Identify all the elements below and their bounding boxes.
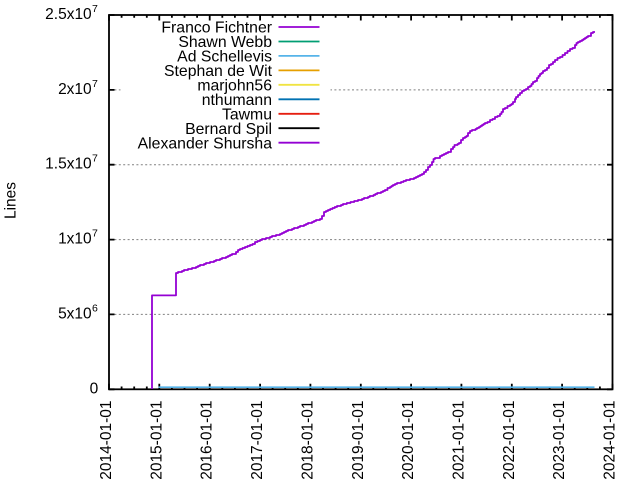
- svg-text:1x10: 1x10: [58, 231, 92, 248]
- svg-text:Stephan de Wit: Stephan de Wit: [164, 63, 273, 80]
- svg-text:2x10: 2x10: [58, 81, 92, 98]
- svg-text:2021-01-01: 2021-01-01: [450, 401, 467, 480]
- svg-text:2017-01-01: 2017-01-01: [249, 401, 266, 480]
- svg-text:2019-01-01: 2019-01-01: [350, 401, 367, 480]
- svg-text:Shawn Webb: Shawn Webb: [178, 34, 272, 51]
- svg-text:Tawmu: Tawmu: [222, 106, 272, 123]
- svg-text:2014-01-01: 2014-01-01: [98, 401, 115, 480]
- svg-text:2016-01-01: 2016-01-01: [199, 401, 216, 480]
- svg-text:Alexander Shursha: Alexander Shursha: [138, 135, 273, 152]
- svg-text:Franco Fichtner: Franco Fichtner: [161, 20, 272, 37]
- svg-text:7: 7: [92, 78, 98, 90]
- svg-text:Bernard Spil: Bernard Spil: [185, 121, 272, 138]
- svg-text:marjohn56: marjohn56: [197, 77, 272, 94]
- svg-text:2.5x10: 2.5x10: [45, 6, 92, 23]
- svg-text:Ad Schellevis: Ad Schellevis: [177, 49, 272, 66]
- svg-text:Lines: Lines: [3, 182, 20, 219]
- svg-text:7: 7: [92, 3, 98, 15]
- svg-text:2022-01-01: 2022-01-01: [501, 401, 518, 480]
- svg-text:2023-01-01: 2023-01-01: [551, 401, 568, 480]
- svg-text:5x10: 5x10: [58, 305, 92, 322]
- svg-text:0: 0: [90, 380, 99, 397]
- svg-text:6: 6: [92, 302, 98, 314]
- svg-text:2018-01-01: 2018-01-01: [299, 401, 316, 480]
- svg-text:nthumann: nthumann: [202, 92, 272, 109]
- svg-text:2024-01-01: 2024-01-01: [602, 401, 619, 480]
- svg-text:2015-01-01: 2015-01-01: [148, 401, 165, 480]
- svg-text:7: 7: [92, 153, 98, 165]
- svg-text:7: 7: [92, 228, 98, 240]
- svg-text:2020-01-01: 2020-01-01: [400, 401, 417, 480]
- svg-text:1.5x10: 1.5x10: [45, 156, 92, 173]
